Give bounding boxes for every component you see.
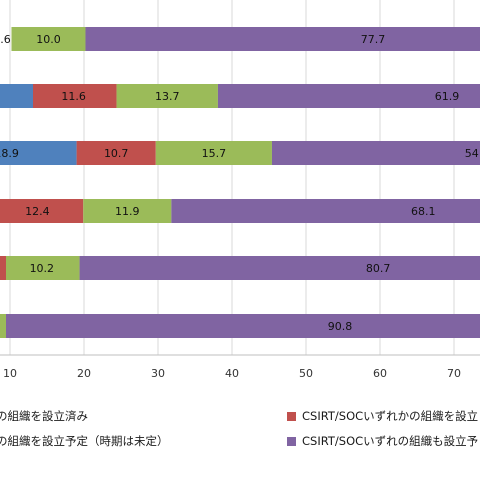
bar-segment	[30, 84, 117, 108]
x-tick-label: 30	[151, 367, 165, 380]
data-label: 80.7	[366, 262, 391, 275]
data-label: 10.7	[104, 147, 129, 160]
bar-segment	[217, 84, 480, 108]
legend-item-established: の組織を設立済み	[0, 408, 88, 424]
legend-label-planned: の組織を設立予定（時期は未定）	[0, 434, 169, 448]
bar-segment	[0, 84, 33, 108]
legend-item-planned: の組織を設立予定（時期は未定）	[0, 433, 169, 449]
bar-segment	[0, 141, 77, 165]
bar-segment	[83, 199, 172, 223]
x-tick-label: 60	[373, 367, 387, 380]
x-tick-label: 10	[3, 367, 17, 380]
bar-segment	[4, 314, 480, 338]
bar-segment	[0, 314, 6, 338]
data-label: 77.7	[361, 33, 386, 46]
legend-label-either-established: CSIRT/SOCいずれかの組織を設立	[302, 409, 479, 423]
legend-swatch-purple	[287, 437, 296, 446]
data-label: 18.9	[0, 147, 19, 160]
x-tick-label: 40	[225, 367, 239, 380]
x-tick-label: 50	[299, 367, 313, 380]
bar-segment	[85, 27, 480, 51]
x-tick-label: 70	[447, 367, 461, 380]
bar-segment	[116, 84, 218, 108]
data-label: 13.7	[155, 90, 180, 103]
legend-swatch-red	[287, 412, 296, 421]
bar-segment	[0, 256, 6, 280]
legend-label-none-planned: CSIRT/SOCいずれの組織も設立予	[302, 434, 479, 448]
data-label: 12.4	[25, 205, 50, 218]
bar-segment	[11, 27, 86, 51]
data-label: 68.1	[411, 205, 436, 218]
bar-segment	[76, 141, 156, 165]
data-label: 15.7	[202, 147, 227, 160]
data-label: 11.9	[115, 205, 140, 218]
data-label: 54	[465, 147, 479, 160]
bar-segment	[0, 199, 84, 223]
data-label: 10.2	[30, 262, 55, 275]
legend-item-none-planned: CSIRT/SOCいずれの組織も設立予	[287, 433, 478, 449]
bar-segment	[79, 256, 480, 280]
data-label: 11.6	[61, 90, 86, 103]
data-label: 6.6	[0, 33, 11, 46]
data-label: 10.0	[36, 33, 61, 46]
data-label: 90.8	[328, 320, 353, 333]
bar-segment	[4, 256, 80, 280]
bar-segment	[171, 199, 480, 223]
x-tick-label: 20	[77, 367, 91, 380]
legend-item-either-established: CSIRT/SOCいずれかの組織を設立	[287, 408, 478, 424]
legend-label-established: の組織を設立済み	[0, 409, 88, 423]
bar-segment	[155, 141, 272, 165]
bar-segment	[271, 141, 480, 165]
data-label: 61.9	[435, 90, 460, 103]
